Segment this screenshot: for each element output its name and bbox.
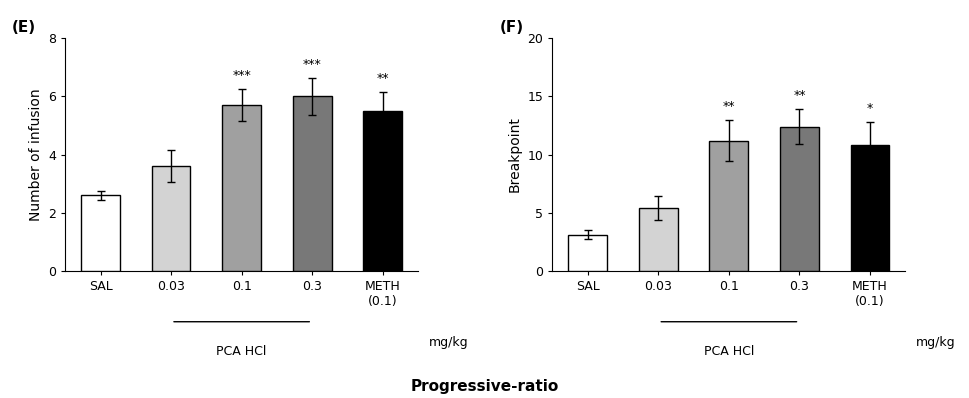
Text: (E): (E) bbox=[13, 20, 36, 35]
Bar bbox=[363, 111, 402, 271]
Text: mg/kg: mg/kg bbox=[916, 336, 955, 349]
Text: *: * bbox=[867, 102, 873, 115]
Bar bbox=[709, 140, 748, 271]
Y-axis label: Number of infusion: Number of infusion bbox=[28, 88, 43, 221]
Text: **: ** bbox=[794, 89, 805, 102]
Text: **: ** bbox=[377, 72, 389, 85]
Text: (F): (F) bbox=[499, 20, 523, 35]
Text: ***: *** bbox=[233, 69, 251, 82]
Bar bbox=[222, 105, 261, 271]
Bar bbox=[780, 127, 819, 271]
Text: PCA HCl: PCA HCl bbox=[703, 345, 754, 358]
Bar bbox=[293, 96, 331, 271]
Bar bbox=[152, 166, 191, 271]
Y-axis label: Breakpoint: Breakpoint bbox=[508, 117, 522, 193]
Text: PCA HCl: PCA HCl bbox=[216, 345, 266, 358]
Text: mg/kg: mg/kg bbox=[428, 336, 468, 349]
Bar bbox=[569, 235, 608, 271]
Text: ***: *** bbox=[302, 58, 322, 70]
Bar bbox=[851, 145, 890, 271]
Bar bbox=[639, 208, 677, 271]
Text: Progressive-ratio: Progressive-ratio bbox=[411, 379, 558, 394]
Bar bbox=[81, 195, 120, 271]
Text: **: ** bbox=[723, 100, 735, 113]
